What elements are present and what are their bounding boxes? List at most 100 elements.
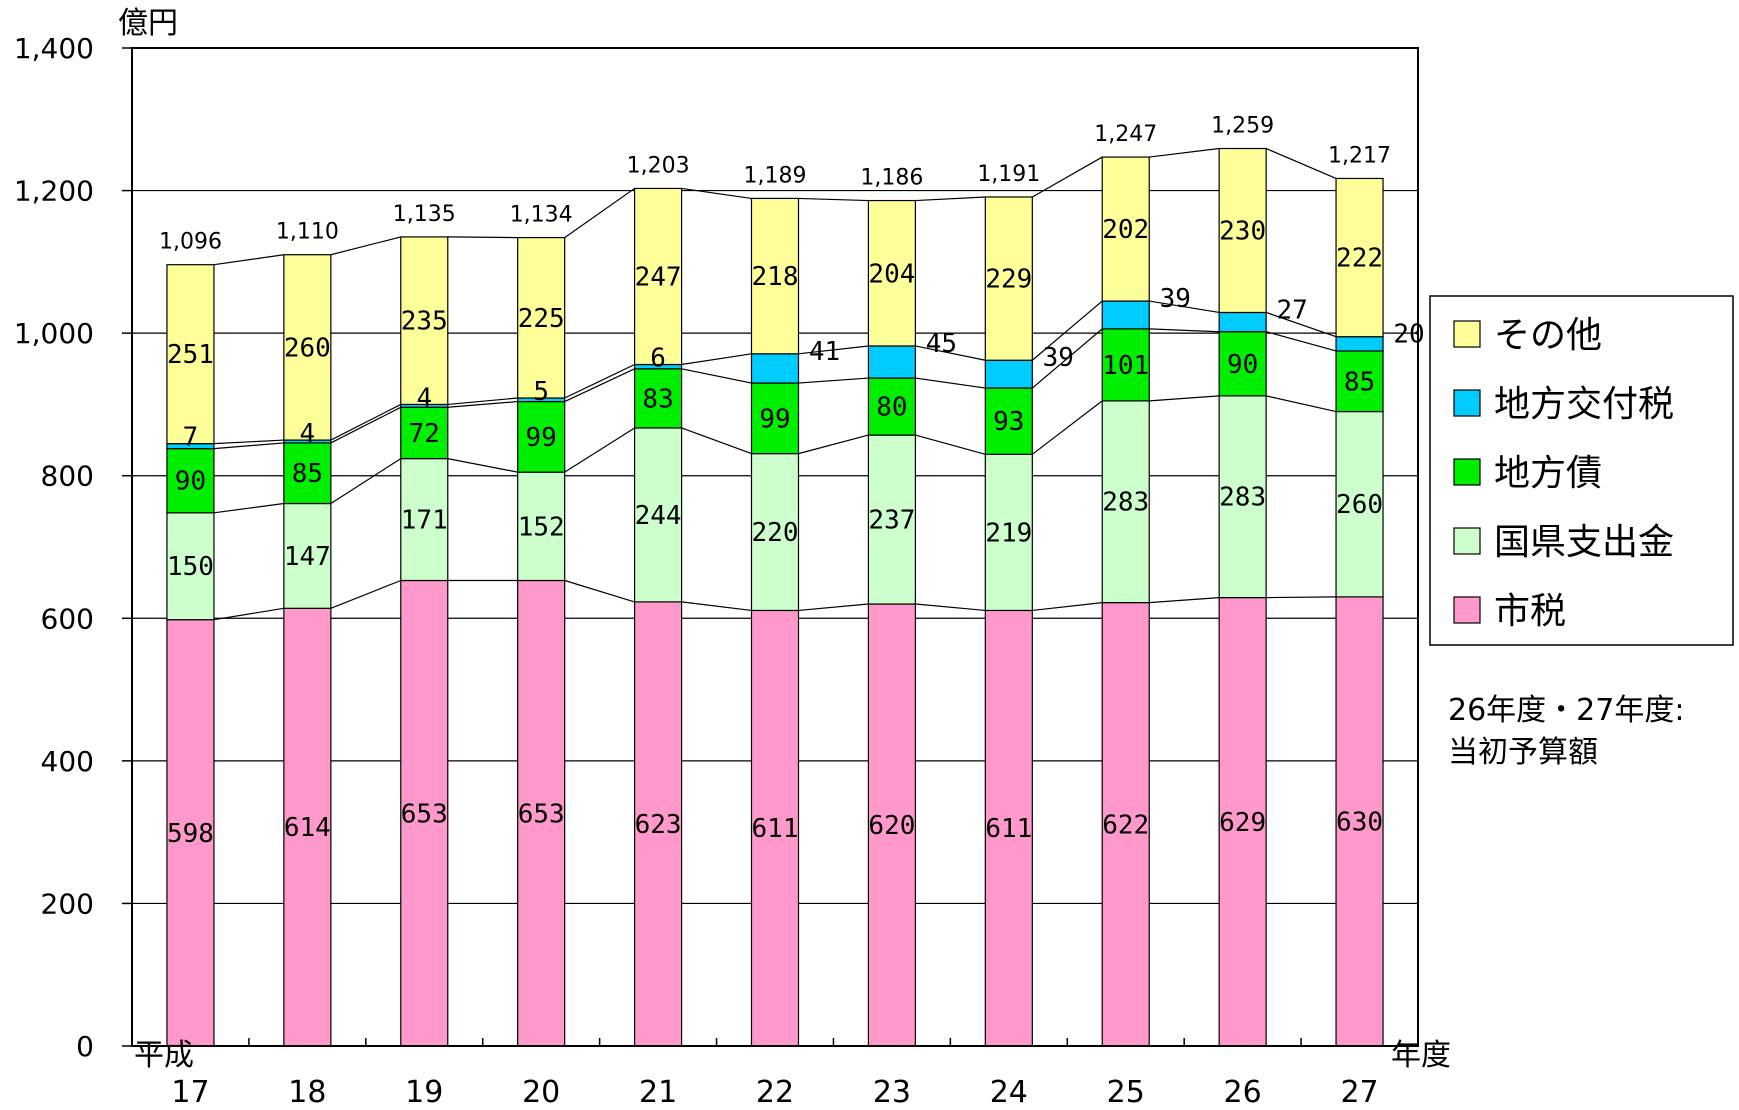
y-tick-label: 0 (76, 1030, 94, 1063)
bar-segment (400, 579, 449, 1047)
segment-value-label: 222 (1336, 244, 1383, 274)
bar-segment (517, 237, 566, 399)
segment-value-label: 611 (985, 814, 1032, 844)
segment-value-label: 202 (1102, 215, 1149, 245)
bar-segment (984, 359, 1033, 389)
segment-value-label: 622 (1102, 810, 1149, 840)
segment-value-label: 41 (809, 337, 840, 367)
connector-line (915, 345, 986, 361)
segment-value-label: 220 (752, 518, 799, 548)
legend-label: その他 (1494, 315, 1602, 356)
bar-segment (1335, 350, 1384, 413)
connector-line (564, 187, 635, 239)
connector-line (213, 254, 284, 266)
segment-value-label: 623 (635, 810, 682, 840)
x-tick-label: 26 (1224, 1075, 1262, 1110)
total-value-label: 1,110 (276, 220, 339, 245)
segment-value-label: 99 (759, 404, 790, 434)
bar-segment (633, 427, 683, 603)
connector-line (213, 607, 284, 621)
annotation-line-1: 26年度・27年度: (1448, 693, 1684, 728)
total-value-label: 1,135 (393, 202, 456, 227)
connector-line (915, 603, 986, 612)
connector-line (1031, 400, 1103, 455)
bar-segment (1335, 177, 1384, 338)
connector-line (1266, 596, 1337, 599)
connector-line (564, 579, 635, 603)
segment-value-label: 653 (518, 799, 565, 829)
connector-line (447, 400, 518, 408)
y-tick-label: 1,000 (14, 317, 94, 350)
connector-line (330, 458, 402, 505)
bar-segment (283, 442, 332, 505)
total-value-label: 1,247 (1094, 122, 1157, 147)
total-labels: 1,096 1,110 1,135 1,134 1,203 1,189 1,186 1,191… (159, 114, 1391, 255)
segment-value-label: 39 (1160, 284, 1191, 314)
y-tick-label: 800 (41, 460, 94, 493)
segment-value-label: 598 (167, 819, 214, 849)
x-tick-label: 22 (756, 1075, 794, 1110)
connector-line (1032, 156, 1103, 198)
segment-value-label: 39 (1043, 343, 1074, 373)
x-tick-label: 21 (639, 1075, 677, 1110)
bar-segment (867, 434, 917, 605)
segment-value-label: 80 (876, 393, 907, 423)
segment-value-label: 85 (292, 459, 323, 489)
bar-segment (867, 199, 917, 347)
bar-segment (400, 406, 449, 460)
segment-value-label: 260 (1336, 490, 1383, 520)
connector-line (330, 579, 401, 609)
bar-segment (166, 448, 215, 514)
segment-value-label: 101 (1102, 351, 1149, 381)
segment-value-label: 614 (284, 813, 331, 843)
total-value-label: 1,191 (977, 162, 1040, 187)
connector-line (681, 601, 752, 612)
connector-line (915, 434, 986, 455)
bar-segment (400, 458, 449, 582)
segment-value-label: 283 (1219, 483, 1266, 513)
bar-segment (984, 609, 1033, 1047)
connector-line (1149, 300, 1220, 314)
x-tick-label: 19 (405, 1075, 443, 1110)
bar-segment (166, 264, 215, 445)
bar-segment (867, 377, 917, 436)
total-value-label: 1,217 (1328, 143, 1391, 168)
x-tick-label: 27 (1340, 1075, 1378, 1110)
segment-value-label: 244 (635, 501, 682, 531)
segment-value-label: 90 (175, 467, 206, 497)
total-value-label: 1,096 (159, 230, 222, 255)
segment-value-label: 6 (650, 344, 666, 374)
bar-segment (750, 609, 800, 1047)
segment-value-label: 219 (985, 518, 1032, 548)
bar-segment (984, 387, 1033, 455)
connector-line (564, 368, 635, 403)
connector-line (564, 363, 635, 399)
segment-value-label: 630 (1336, 807, 1383, 837)
connector-line (1031, 328, 1103, 389)
connector-line (447, 397, 518, 406)
x-tick-label: 17 (171, 1075, 209, 1110)
bar-segment (1101, 156, 1150, 302)
connector-line (330, 236, 401, 256)
connector-line (330, 406, 402, 444)
bar-segment (517, 400, 566, 473)
segment-value-label: 45 (926, 329, 957, 359)
segment-value-label: 99 (526, 423, 557, 453)
connector-line (564, 427, 635, 473)
bar-segment (283, 254, 332, 441)
connector-line (681, 427, 752, 455)
bar-segment (166, 512, 215, 621)
legend-swatch (1453, 458, 1481, 486)
segment-value-label: 4 (416, 383, 432, 413)
connector-line (1031, 300, 1103, 361)
y-tick-label: 200 (41, 887, 94, 920)
x-axis-label: 年度 (1391, 1038, 1451, 1073)
legend-label: 地方交付税 (1494, 384, 1674, 425)
segment-value-label: 150 (167, 552, 214, 582)
bar-segment (283, 502, 332, 609)
bar-segment (400, 236, 449, 406)
bar-segment (633, 187, 683, 366)
bar-segment (750, 353, 800, 384)
